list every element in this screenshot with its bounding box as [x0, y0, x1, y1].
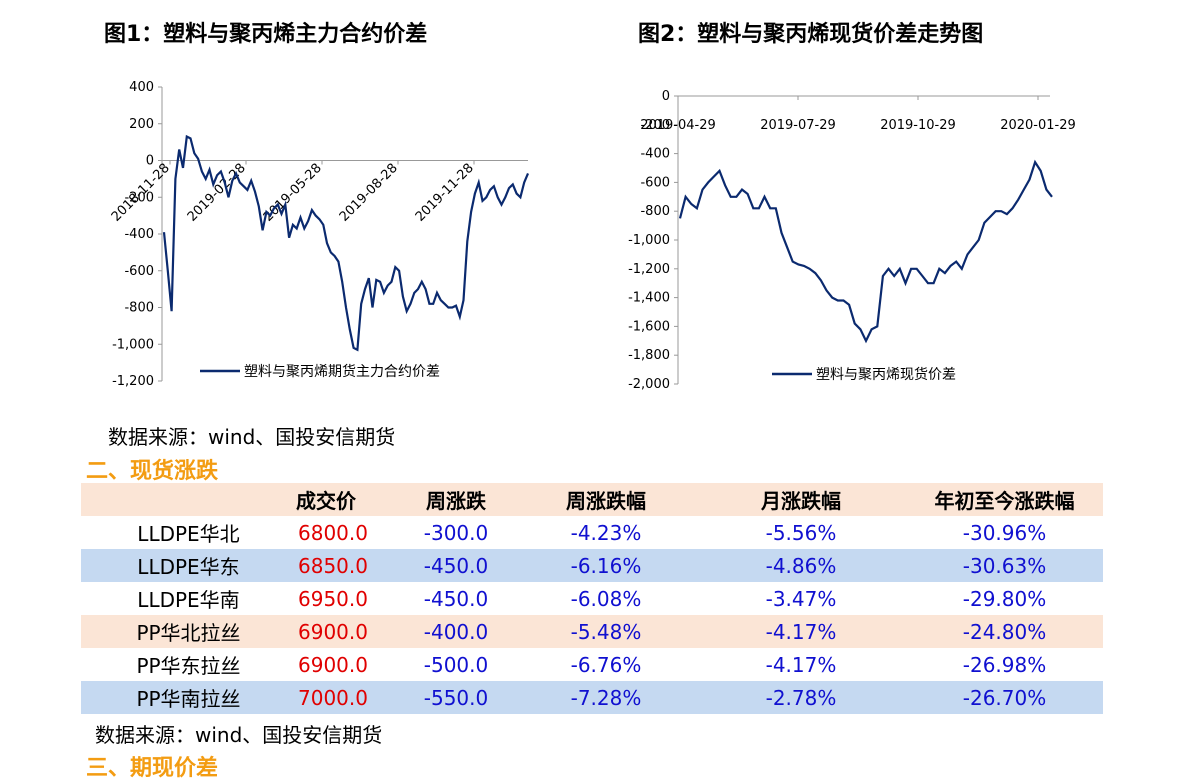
y-tick-label: -800 — [124, 301, 154, 316]
x-tick-label: 2019-07-29 — [760, 118, 836, 133]
y-tick-label: -1,600 — [628, 319, 670, 334]
y-tick-label: -400 — [124, 227, 154, 242]
source-note-1: 数据来源：wind、国投安信期货 — [108, 425, 396, 449]
table-row: LLDPE华北 6800.0 -300.0 -4.23% -5.56% -30.… — [81, 516, 1103, 549]
row-price: 6900.0 — [296, 615, 396, 648]
table-header: 周涨跌幅 — [516, 483, 696, 516]
table-header-row: 成交价 周涨跌 周涨跌幅 月涨跌幅 年初至今涨跌幅 — [81, 483, 1103, 516]
row-ytd-pct: -30.96% — [962, 520, 1047, 545]
row-week: -450.0 — [423, 586, 489, 611]
table-header — [81, 483, 296, 516]
series-line — [162, 134, 530, 352]
chart1-svg: 400 200 0 -200 -400 -600 -800 -1,000 -1,200 2018-… — [109, 80, 530, 389]
row-ytd-pct: -24.80% — [906, 615, 1103, 648]
y-tick-label: 0 — [662, 89, 670, 104]
x-tick-label: 2019-08-28 — [337, 161, 401, 225]
row-week-pct: -7.28% — [516, 681, 696, 714]
section-heading-basis: 三、期现价差 — [86, 756, 219, 781]
row-month-pct: -4.86% — [696, 549, 906, 582]
row-name: LLDPE华南 — [137, 588, 240, 612]
x-tick-label: 2019-10-29 — [880, 118, 956, 133]
row-price: 6950.0 — [298, 586, 368, 611]
row-week-pct: -4.23% — [570, 520, 642, 545]
x-tick-label: 2020-01-29 — [1000, 118, 1076, 133]
y-tick-label: 0 — [146, 154, 154, 169]
row-month-pct: -4.17% — [696, 615, 906, 648]
row-ytd-pct: -29.80% — [962, 586, 1047, 611]
y-tick-label: -600 — [124, 264, 154, 279]
y-tick-label: -1,200 — [628, 262, 670, 277]
row-week-pct: -6.16% — [516, 549, 696, 582]
row-ytd-pct: -30.63% — [906, 549, 1103, 582]
row-name: PP华南拉丝 — [81, 681, 296, 714]
row-week-pct: -5.48% — [516, 615, 696, 648]
row-name: PP华东拉丝 — [136, 654, 241, 678]
chart1-title: 图1：塑料与聚丙烯主力合约价差 — [104, 22, 428, 47]
x-tick-label: 2019-02-28 — [185, 161, 249, 225]
row-week: -300.0 — [423, 520, 489, 545]
row-ytd-pct: -26.70% — [906, 681, 1103, 714]
y-tick-label: -200 — [124, 190, 154, 205]
row-ytd-pct: -26.98% — [962, 652, 1047, 677]
source-note-2: 数据来源：wind、国投安信期货 — [95, 723, 383, 747]
row-price: 6900.0 — [298, 652, 368, 677]
y-tick-label: -1,200 — [112, 374, 154, 389]
row-week-pct: -6.08% — [570, 586, 642, 611]
table-row: PP华南拉丝 7000.0 -550.0 -7.28% -2.78% -26.7… — [81, 681, 1103, 714]
x-tick-label: 2019-11-28 — [413, 161, 477, 225]
row-name: PP华北拉丝 — [81, 615, 296, 648]
row-week: -400.0 — [396, 615, 516, 648]
x-tick-label: 2018-11-28 — [109, 161, 173, 225]
row-month-pct: -4.17% — [765, 652, 837, 677]
row-price: 6850.0 — [296, 549, 396, 582]
spot-price-table: 成交价 周涨跌 周涨跌幅 月涨跌幅 年初至今涨跌幅 LLDPE华北 6800.0… — [81, 483, 1103, 714]
legend-label: 塑料与聚丙烯期货主力合约价差 — [244, 363, 440, 380]
row-week: -550.0 — [396, 681, 516, 714]
y-tick-label: -600 — [640, 175, 670, 190]
table-header: 成交价 — [296, 483, 396, 516]
y-tick-label: -400 — [640, 147, 670, 162]
y-tick-label: -1,000 — [112, 337, 154, 352]
section-heading-spot: 二、现货涨跌 — [86, 459, 219, 484]
table-row: LLDPE华东 6850.0 -450.0 -6.16% -4.86% -30.… — [81, 549, 1103, 582]
row-name: LLDPE华东 — [81, 549, 296, 582]
y-tick-label: -1,400 — [628, 291, 670, 306]
y-tick-label: -200 — [640, 118, 670, 133]
row-week: -450.0 — [396, 549, 516, 582]
row-price: 6800.0 — [298, 520, 368, 545]
row-price: 7000.0 — [296, 681, 396, 714]
row-name: LLDPE华北 — [137, 522, 240, 546]
table-row: PP华东拉丝 6900.0 -500.0 -6.76% -4.17% -26.9… — [81, 648, 1103, 681]
y-tick-label: -1,000 — [628, 233, 670, 248]
chart2: 0 -200 -400 -600 -800 -1,000 -1,200 -1,400 -1,60… — [610, 80, 1100, 400]
chart1: 400 200 0 -200 -400 -600 -800 -1,000 -1,200 2018-… — [100, 75, 540, 395]
chart2-title: 图2：塑料与聚丙烯现货价差走势图 — [638, 22, 984, 47]
y-tick-label: -2,000 — [628, 377, 670, 392]
legend-label: 塑料与聚丙烯现货价差 — [816, 366, 956, 383]
row-month-pct: -3.47% — [765, 586, 837, 611]
row-month-pct: -5.56% — [765, 520, 837, 545]
y-tick-label: -800 — [640, 204, 670, 219]
y-tick-label: 200 — [129, 117, 154, 132]
table-row: LLDPE华南 6950.0 -450.0 -6.08% -3.47% -29.… — [81, 582, 1103, 615]
table-header: 年初至今涨跌幅 — [906, 483, 1103, 516]
row-week-pct: -6.76% — [570, 652, 642, 677]
table-header: 周涨跌 — [396, 483, 516, 516]
series-line — [678, 159, 1053, 344]
y-tick-label: 400 — [129, 80, 154, 95]
y-tick-label: -1,800 — [628, 348, 670, 363]
chart2-svg: 0 -200 -400 -600 -800 -1,000 -1,200 -1,400 -1,60… — [628, 89, 1076, 392]
row-week: -500.0 — [423, 652, 489, 677]
row-month-pct: -2.78% — [696, 681, 906, 714]
table-row: PP华北拉丝 6900.0 -400.0 -5.48% -4.17% -24.8… — [81, 615, 1103, 648]
x-tick-label: 2019-04-29 — [640, 118, 716, 133]
table-header: 月涨跌幅 — [696, 483, 906, 516]
